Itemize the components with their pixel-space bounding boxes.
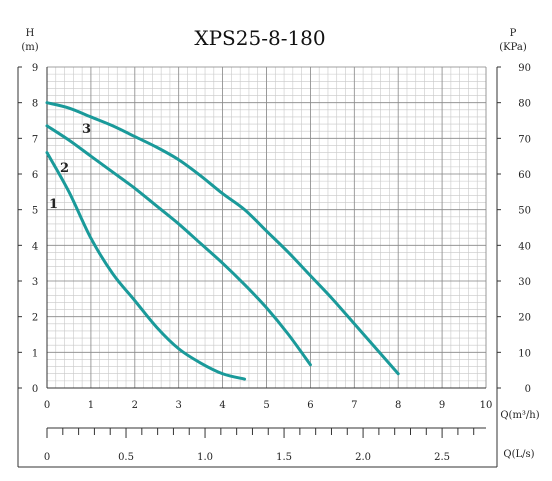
left-axis-tick-label: 5 xyxy=(32,206,38,217)
x-axis-tick-label: 9 xyxy=(439,400,445,411)
curves: 1 2 3 xyxy=(45,101,400,381)
left-axis-tick-label: 3 xyxy=(32,277,38,288)
right-axis-tick-label: 50 xyxy=(518,206,531,217)
major-grid xyxy=(46,66,487,389)
curve-3 xyxy=(45,101,400,376)
x2-axis-tick-label: 0 xyxy=(44,452,50,463)
left-axis-tick-label: 8 xyxy=(32,99,38,110)
curve-2 xyxy=(45,124,312,367)
right-axis-tick-label: 80 xyxy=(518,99,531,110)
x2-axis-tick-label: 1.5 xyxy=(276,452,292,463)
left-axis-tick-label: 4 xyxy=(32,241,38,252)
x2-axis-tick-label: 2.5 xyxy=(434,452,450,463)
x-axis-tick-label: 5 xyxy=(263,400,269,411)
x-axis-tick-label: 6 xyxy=(307,400,313,411)
right-axis-tick-label: 10 xyxy=(518,348,531,359)
left-axis-tick-label: 7 xyxy=(32,134,38,145)
x-axis-tick-label: 0 xyxy=(44,400,50,411)
axes xyxy=(17,67,498,468)
x2-axis-tick-label: 1.0 xyxy=(197,452,213,463)
left-axis-tick-label: 6 xyxy=(32,170,38,181)
x-axis-tick-label: 1 xyxy=(88,400,94,411)
x-axis-tick-label: 4 xyxy=(219,400,225,411)
curve-1 xyxy=(45,151,247,381)
x-axis-label: Q(m³/h) xyxy=(500,410,539,421)
x-axis-tick-label: 2 xyxy=(132,400,138,411)
left-axis-tick-label: 0 xyxy=(32,384,38,395)
right-axis-tick-label: 20 xyxy=(518,313,531,324)
x-axis-tick-label: 7 xyxy=(351,400,357,411)
curve-label-2: 2 xyxy=(60,161,69,176)
left-axis-tick-label: 2 xyxy=(32,313,38,324)
x-axis-tick-label: 10 xyxy=(480,400,493,411)
chart-title: XPS25-8-180 xyxy=(194,26,325,50)
left-axis-tick-label: 1 xyxy=(32,348,38,359)
right-axis-tick-label: 90 xyxy=(518,63,531,74)
x2-axis-label: Q(L/s) xyxy=(503,449,534,460)
right-axis-tick-label: 40 xyxy=(518,241,531,252)
right-axis-tick-label: 30 xyxy=(518,277,531,288)
left-axis-tick-label: 9 xyxy=(32,63,38,74)
right-axis-tick-label: 70 xyxy=(518,134,531,145)
left-axis-unit: (m) xyxy=(21,42,38,53)
x2-axis-tick-label: 2.0 xyxy=(355,452,371,463)
right-axis-unit: (KPa) xyxy=(499,42,527,53)
right-axis-name: P xyxy=(510,28,517,39)
curve-label-1: 1 xyxy=(49,197,58,212)
x-axis-tick-label: 8 xyxy=(395,400,401,411)
left-axis-name: H xyxy=(26,28,35,39)
right-axis-tick-label: 60 xyxy=(518,170,531,181)
right-axis-tick-label: 0 xyxy=(525,384,531,395)
curve-label-3: 3 xyxy=(82,122,91,137)
x-axis-tick-label: 3 xyxy=(176,400,182,411)
x2-axis-tick-label: 0.5 xyxy=(118,452,134,463)
